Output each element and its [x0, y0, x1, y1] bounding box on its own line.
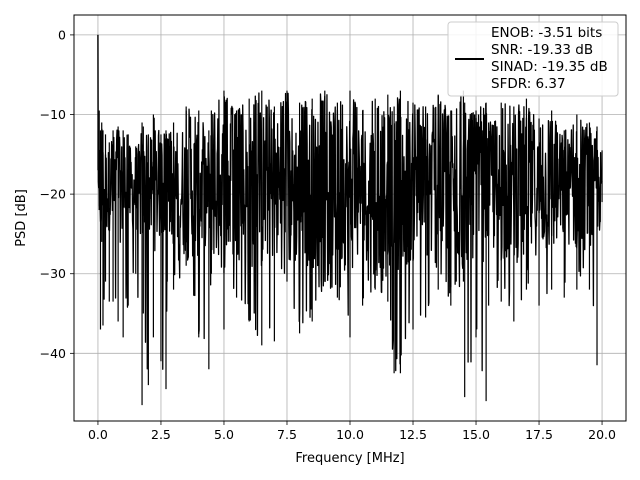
- y-axis-ticks: 0 −10 −20 −30 −40: [40, 27, 74, 361]
- x-tick-label: 15.0: [462, 427, 490, 442]
- x-axis-label: Frequency [MHz]: [295, 451, 404, 466]
- legend: ENOB: -3.51 bits SNR: -19.33 dB SINAD: -…: [447, 21, 619, 97]
- x-tick-label: 17.5: [525, 427, 553, 442]
- legend-snr-label: SNR: -19.33 dB: [491, 42, 593, 58]
- x-tick-label: 20.0: [588, 427, 616, 442]
- x-tick-label: 2.5: [151, 427, 171, 442]
- legend-enob-label: ENOB: -3.51 bits: [491, 25, 602, 41]
- y-tick-label: −20: [40, 187, 66, 202]
- legend-sinad-label: SINAD: -19.35 dB: [491, 59, 608, 75]
- x-tick-label: 0.0: [88, 427, 108, 442]
- x-tick-label: 10.0: [336, 427, 364, 442]
- y-tick-label: −10: [40, 107, 66, 122]
- y-tick-label: −40: [40, 346, 66, 361]
- x-axis-ticks: 0.0 2.5 5.0 7.5 10.0 12.5 15.0 17.5 20.0: [88, 421, 616, 442]
- psd-series: [97, 34, 603, 406]
- x-tick-label: 5.0: [214, 427, 234, 442]
- y-tick-label: 0: [58, 27, 66, 42]
- plot-area: [97, 34, 603, 406]
- y-tick-label: −30: [40, 266, 66, 281]
- legend-box: [447, 21, 619, 97]
- legend-sfdr-label: SFDR: 6.37: [491, 76, 566, 92]
- x-tick-label: 7.5: [277, 427, 297, 442]
- x-tick-label: 12.5: [399, 427, 427, 442]
- y-axis-label: PSD [dB]: [14, 189, 29, 247]
